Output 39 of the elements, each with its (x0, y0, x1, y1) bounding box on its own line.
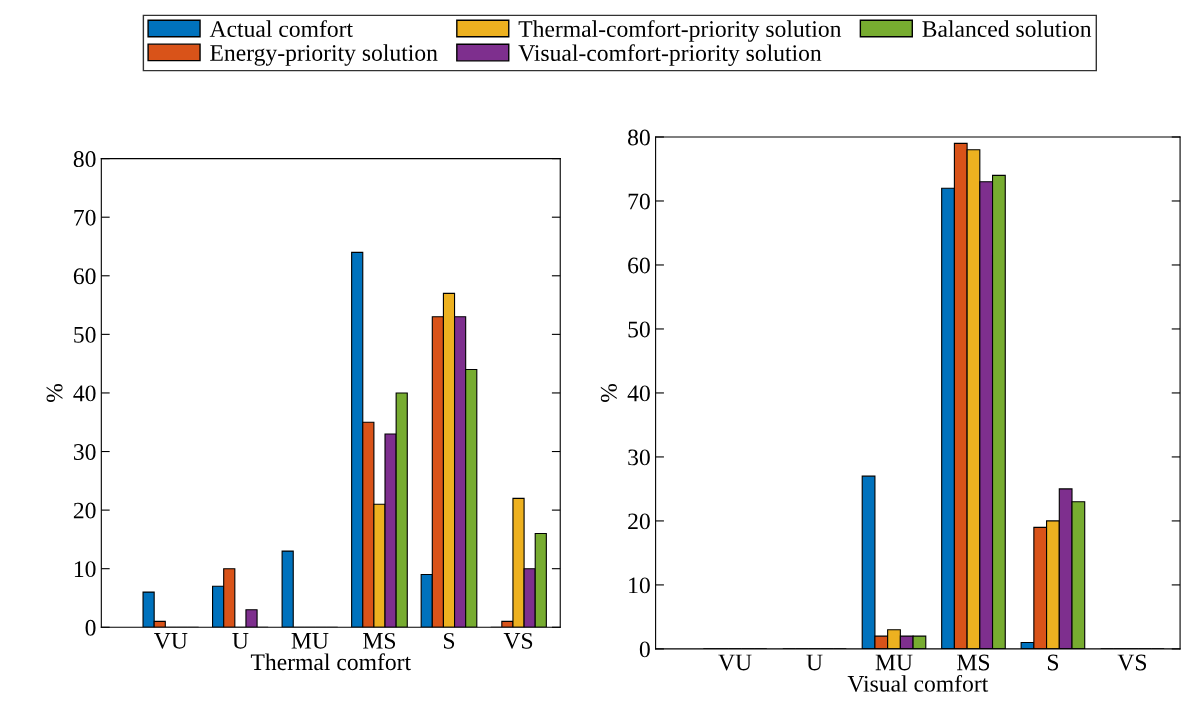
y-tick-label: 80 (73, 151, 96, 168)
legend-label: Visual-comfort-priority solution (518, 44, 822, 66)
y-tick-label: 20 (628, 513, 650, 530)
legend-label: Balanced solution (922, 20, 1092, 37)
x-axis-title: Thermal comfort (250, 653, 411, 671)
y-tick-label: 70 (74, 209, 96, 226)
x-tick-label: MS (957, 654, 990, 671)
x-tick-label: VU (154, 633, 188, 649)
y-tick-label: 10 (629, 577, 650, 594)
x-tick-label: VS (1117, 654, 1147, 671)
y-tick-label: 70 (628, 193, 650, 210)
x-axis-title: Visual comfort (847, 674, 989, 692)
y-tick-label: 0 (639, 641, 650, 658)
y-tick-label: 20 (73, 502, 96, 519)
x-tick-label: S (444, 632, 455, 649)
y-tick-label: 60 (628, 257, 650, 274)
y-axis-title: % (46, 383, 63, 402)
legend-label: Energy-priority solution (210, 44, 438, 66)
y-tick-label: 10 (74, 561, 96, 578)
y-tick-label: 50 (628, 321, 650, 338)
legend-label: Actual comfort (209, 20, 353, 37)
x-tick-label: MS (363, 632, 396, 649)
y-tick-label: 40 (73, 385, 96, 402)
x-tick-label: MU (291, 633, 329, 649)
x-tick-label: U (806, 654, 823, 671)
y-tick-label: 40 (627, 385, 650, 402)
y-axis-title: % (600, 383, 617, 402)
y-tick-label: 80 (628, 129, 650, 146)
y-tick-label: 30 (628, 449, 650, 466)
x-tick-label: U (232, 633, 249, 649)
x-tick-label: VS (503, 632, 533, 649)
legend-label: Thermal-comfort-priority solution (518, 20, 842, 42)
x-tick-label: S (1047, 654, 1059, 671)
y-tick-label: 0 (85, 619, 96, 636)
x-tick-label: MU (875, 654, 913, 671)
y-tick-label: 50 (74, 326, 96, 343)
x-tick-label: VU (718, 654, 752, 671)
y-tick-label: 30 (73, 444, 96, 460)
y-tick-label: 60 (73, 268, 96, 285)
